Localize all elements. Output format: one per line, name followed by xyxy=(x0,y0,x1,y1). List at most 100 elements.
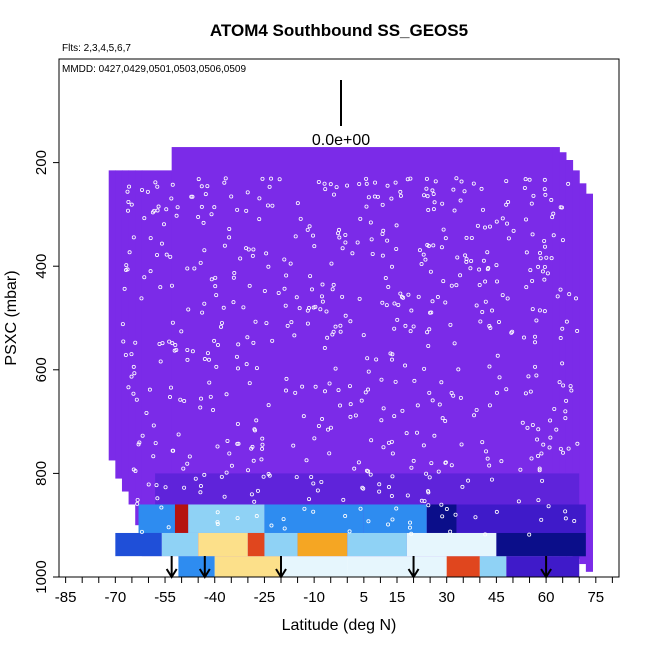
observation-marker xyxy=(419,498,424,503)
observation-marker xyxy=(260,436,265,441)
curtain-column xyxy=(565,160,574,557)
observation-marker xyxy=(389,196,394,201)
observation-marker xyxy=(221,305,226,310)
observation-marker xyxy=(563,516,568,521)
observation-marker xyxy=(431,191,436,196)
observation-marker xyxy=(424,186,429,191)
observation-marker xyxy=(182,399,187,404)
observation-marker xyxy=(267,184,272,189)
observation-marker xyxy=(569,388,574,393)
observation-marker xyxy=(167,339,172,344)
observation-marker xyxy=(223,176,228,181)
observation-marker xyxy=(161,222,166,227)
observation-marker xyxy=(235,207,240,212)
observation-marker xyxy=(426,490,431,495)
x-tick-label: -70 xyxy=(104,589,126,606)
heatmap-fill xyxy=(108,147,593,572)
observation-marker xyxy=(558,446,563,451)
observation-marker xyxy=(545,271,550,276)
observation-marker xyxy=(427,475,432,480)
observation-marker xyxy=(474,303,479,308)
observation-marker xyxy=(231,300,236,305)
observation-marker xyxy=(247,283,252,288)
observation-marker xyxy=(555,294,560,299)
observation-marker xyxy=(199,184,204,189)
observation-marker xyxy=(215,444,220,449)
observation-marker xyxy=(516,499,521,504)
observation-marker xyxy=(530,423,535,428)
observation-marker xyxy=(483,532,488,537)
observation-marker xyxy=(460,484,465,489)
heatmap-cell xyxy=(297,532,348,557)
observation-marker xyxy=(322,181,327,186)
observation-marker xyxy=(534,373,539,378)
observation-marker xyxy=(396,302,401,307)
curtain-column xyxy=(108,170,116,461)
observation-marker xyxy=(203,192,208,197)
observation-marker xyxy=(178,397,183,402)
observation-marker xyxy=(322,389,327,394)
observation-marker xyxy=(135,501,140,506)
observation-marker xyxy=(449,283,454,288)
observation-marker xyxy=(166,525,171,530)
observation-marker xyxy=(331,282,336,287)
observation-marker xyxy=(444,507,449,512)
observation-marker xyxy=(215,521,220,526)
observation-marker xyxy=(202,357,207,362)
observation-marker xyxy=(542,239,547,244)
observation-marker xyxy=(294,475,299,480)
observation-marker xyxy=(254,514,259,519)
observation-marker xyxy=(361,486,366,491)
observation-marker xyxy=(386,522,391,527)
observation-marker xyxy=(394,246,399,251)
observation-marker xyxy=(227,451,232,456)
flight-arrows xyxy=(165,556,552,579)
observation-marker xyxy=(320,417,325,422)
observation-marker xyxy=(478,319,483,324)
observation-marker xyxy=(385,183,390,188)
y-tick-label: 600 xyxy=(33,357,50,382)
observation-marker xyxy=(430,398,435,403)
x-tick-label: 60 xyxy=(538,589,555,606)
observation-marker xyxy=(473,515,478,520)
observation-marker xyxy=(535,437,540,442)
observation-marker xyxy=(164,252,169,257)
observation-marker xyxy=(538,256,543,261)
observation-marker xyxy=(327,451,332,456)
observation-marker xyxy=(573,296,578,301)
observation-marker xyxy=(229,463,234,468)
observation-marker xyxy=(348,319,353,324)
observation-marker xyxy=(131,235,136,240)
observation-marker xyxy=(198,484,203,489)
observation-marker xyxy=(399,294,404,299)
observation-marker xyxy=(452,208,457,213)
observation-marker xyxy=(539,517,544,522)
observation-marker xyxy=(319,479,324,484)
observation-marker xyxy=(524,217,529,222)
observation-marker xyxy=(437,402,442,407)
observation-marker xyxy=(343,240,348,245)
observation-marker xyxy=(170,320,175,325)
observation-marker xyxy=(539,451,544,456)
observation-marker xyxy=(439,245,444,250)
observation-marker xyxy=(377,489,382,494)
observation-marker xyxy=(334,185,339,190)
observation-marker xyxy=(441,279,446,284)
observation-marker xyxy=(163,485,168,490)
observation-marker xyxy=(262,288,267,293)
observation-marker xyxy=(500,293,505,298)
observation-marker xyxy=(222,494,227,499)
observation-marker xyxy=(350,251,355,256)
observation-marker xyxy=(227,226,232,231)
observation-marker xyxy=(285,323,290,328)
observation-marker xyxy=(190,349,195,354)
observation-marker xyxy=(497,375,502,380)
observation-marker xyxy=(261,474,266,479)
observation-marker xyxy=(158,359,163,364)
observation-marker xyxy=(142,216,147,221)
observation-marker xyxy=(219,320,224,325)
observation-marker xyxy=(308,274,313,279)
observation-marker xyxy=(518,467,523,472)
observation-marker xyxy=(381,445,386,450)
observation-marker xyxy=(477,267,482,272)
